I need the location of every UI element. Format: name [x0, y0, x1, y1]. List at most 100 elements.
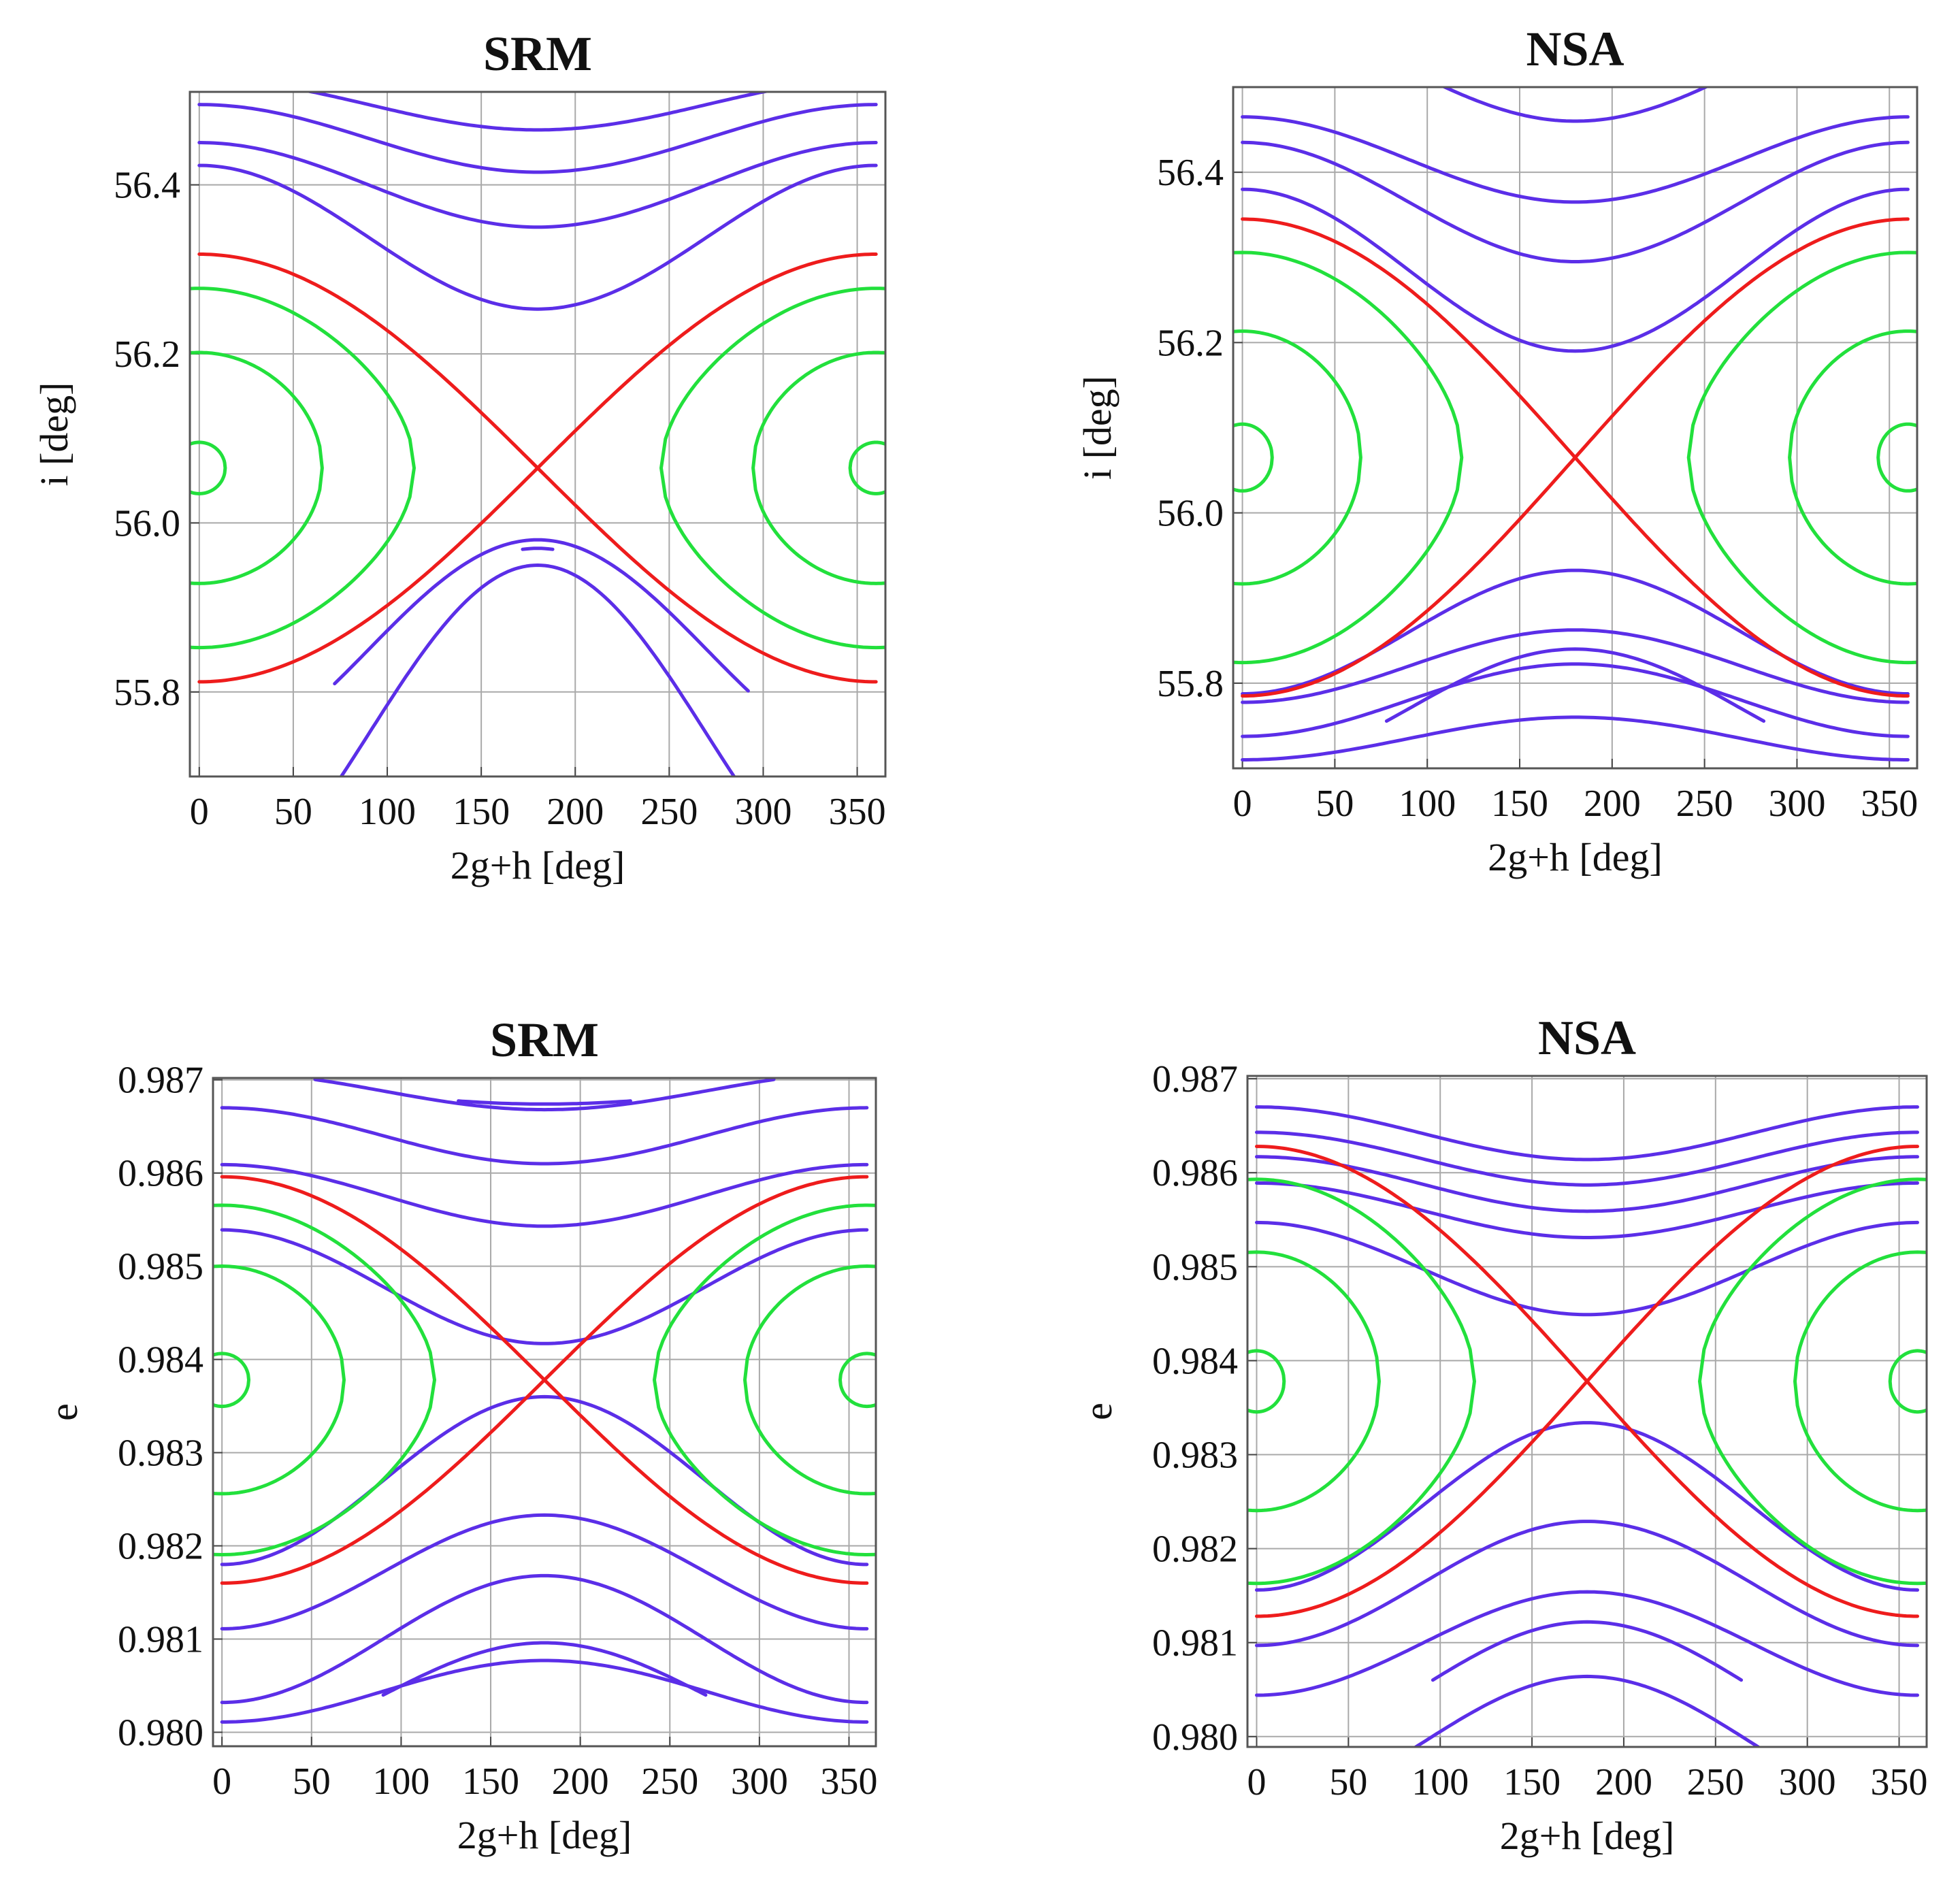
- circulating-curve: [1255, 1155, 1919, 1213]
- x-tick-label: 150: [453, 791, 510, 833]
- y-tick-label: 56.2: [1157, 322, 1224, 364]
- y-tick-label: 0.983: [1152, 1435, 1238, 1477]
- x-tick-label: 0: [212, 1761, 231, 1803]
- x-tick-label: 50: [1316, 783, 1354, 825]
- circulating-curve: [457, 1099, 632, 1106]
- y-tick-label: 0.982: [118, 1526, 203, 1568]
- circulating-curve: [313, 1078, 776, 1112]
- circulating-curve: [1255, 1181, 1919, 1239]
- librating-curve: [1233, 422, 1274, 493]
- y-tick-label: 55.8: [114, 672, 180, 714]
- y-axis-label: i [deg]: [32, 382, 76, 487]
- x-tick-label: 300: [1779, 1761, 1836, 1803]
- y-tick-label: 0.984: [1152, 1340, 1238, 1382]
- circulating-curve: [1241, 187, 1910, 353]
- y-tick-label: 56.0: [1157, 493, 1224, 535]
- x-tick-label: 350: [1871, 1761, 1928, 1803]
- plot-frame: [1232, 86, 1918, 770]
- x-tick-label: 250: [641, 1761, 698, 1803]
- librating-curve: [1888, 1349, 1927, 1414]
- y-tick-label: 0.986: [118, 1153, 203, 1195]
- librating-curve: [213, 1203, 436, 1556]
- circulating-curve: [333, 538, 750, 693]
- y-tick-label: 0.981: [1152, 1622, 1238, 1665]
- x-tick-label: 100: [372, 1761, 429, 1803]
- chart-title: SRM: [483, 27, 592, 81]
- circulating-curve: [1431, 1620, 1744, 1682]
- circulating-curve: [220, 1573, 869, 1705]
- x-tick-label: 150: [1503, 1761, 1561, 1803]
- circulating-curve: [1241, 662, 1910, 738]
- circulating-curve: [1255, 1590, 1919, 1697]
- y-tick-label: 0.981: [118, 1618, 203, 1660]
- y-tick-label: 0.983: [118, 1433, 203, 1475]
- y-tick-label: 56.4: [114, 165, 180, 207]
- x-tick-label: 0: [1247, 1761, 1266, 1803]
- circulating-curve: [1255, 1520, 1919, 1648]
- y-tick-label: 56.4: [1157, 152, 1224, 194]
- librating-curve: [190, 287, 416, 650]
- circulating-curve: [381, 1641, 708, 1697]
- x-axis-label: 2g+h [deg]: [457, 1813, 632, 1857]
- librating-curve: [1793, 1250, 1927, 1513]
- librating-curve: [1686, 250, 1917, 665]
- separatrix-curve: [1255, 1145, 1919, 1618]
- x-tick-label: 50: [274, 791, 312, 833]
- y-tick-label: 55.8: [1157, 663, 1224, 705]
- librating-curve: [653, 1203, 876, 1556]
- y-tick-label: 0.984: [118, 1339, 203, 1381]
- circulating-curve: [1255, 1421, 1919, 1592]
- circulating-curve: [1440, 87, 1710, 123]
- librating-curve: [190, 350, 324, 585]
- circulating-curve: [1241, 140, 1910, 263]
- librating-curve: [1788, 329, 1917, 586]
- circulating-curve: [339, 563, 736, 776]
- panel-nsa-inclination: 0 50 100 150 200 250 300 350 55.8 56.0 56.2 56.4 NSA…: [1075, 22, 1918, 879]
- y-tick-label: 56.2: [114, 333, 180, 376]
- circulating-curve: [1255, 1220, 1919, 1317]
- chart-title: SRM: [490, 1013, 599, 1067]
- plot-frame: [1246, 1075, 1928, 1748]
- circulating-curve: [220, 1394, 869, 1567]
- y-tick-label: 0.980: [118, 1712, 203, 1754]
- y-axis-label: e: [1076, 1403, 1120, 1420]
- librating-curve: [190, 440, 227, 495]
- x-tick-label: 150: [1491, 783, 1548, 825]
- x-tick-label: 300: [734, 791, 791, 833]
- x-tick-label: 350: [829, 791, 886, 833]
- circulating-curve: [197, 163, 878, 311]
- x-tick-label: 100: [359, 791, 416, 833]
- librating-curve: [848, 440, 885, 495]
- plot-frame: [189, 91, 887, 778]
- librating-curve: [213, 1264, 346, 1496]
- circulating-curve: [303, 92, 772, 132]
- curves-layer: [1247, 1105, 1927, 1747]
- x-tick-label: 350: [821, 1761, 878, 1803]
- separatrix-curve: [220, 1175, 869, 1585]
- y-tick-label: 0.985: [1152, 1246, 1238, 1288]
- x-tick-label: 300: [731, 1761, 788, 1803]
- x-axis-label: 2g+h [deg]: [1488, 835, 1663, 879]
- x-tick-label: 0: [190, 791, 209, 833]
- x-tick-label: 150: [462, 1761, 519, 1803]
- librating-curve: [838, 1352, 876, 1409]
- x-tick-label: 250: [640, 791, 698, 833]
- x-tick-label: 100: [1399, 783, 1456, 825]
- librating-curve: [1233, 250, 1464, 665]
- x-axis-label: 2g+h [deg]: [1500, 1814, 1675, 1858]
- librating-curve: [1698, 1177, 1927, 1586]
- circulating-curve: [1255, 1130, 1919, 1187]
- curves-layer: [190, 92, 885, 776]
- x-tick-label: 200: [1595, 1761, 1652, 1803]
- y-tick-label: 0.982: [1152, 1528, 1238, 1571]
- circulating-curve: [521, 546, 555, 551]
- curves-layer: [1233, 87, 1917, 762]
- circulating-curve: [220, 1658, 869, 1724]
- librating-curve: [1247, 1250, 1381, 1513]
- x-tick-label: 0: [1233, 783, 1252, 825]
- plot-frame: [212, 1077, 877, 1748]
- y-axis-label: e: [42, 1403, 86, 1421]
- circulating-curve: [220, 1162, 869, 1228]
- x-tick-label: 100: [1411, 1761, 1469, 1803]
